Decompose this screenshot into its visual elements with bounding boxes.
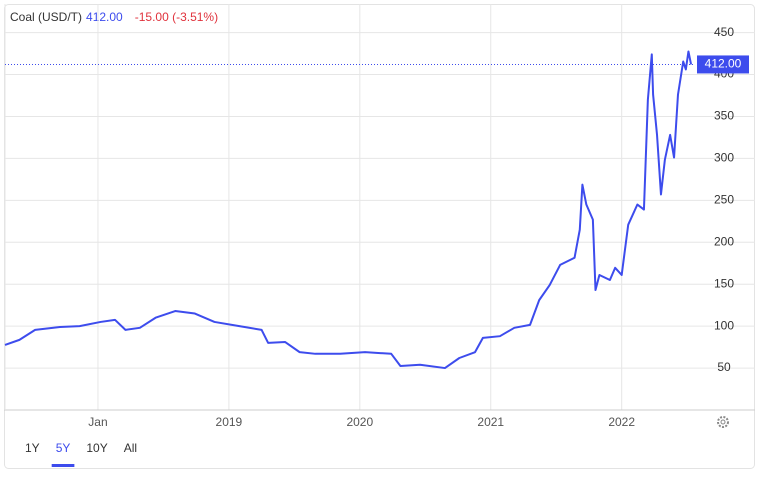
- range-underline: [51, 464, 75, 467]
- range-button[interactable]: All: [124, 441, 137, 455]
- y-tick-label: 450: [714, 25, 734, 39]
- x-tick-label: 2020: [346, 415, 373, 429]
- price-line: [4, 50, 693, 370]
- x-tick-label: 2021: [477, 415, 504, 429]
- y-tick-label: 250: [714, 192, 734, 206]
- gear-inner[interactable]: [720, 419, 726, 425]
- last-price-tag: [697, 55, 749, 74]
- y-tick-label: 50: [717, 360, 731, 374]
- range-button[interactable]: 10Y: [86, 441, 107, 455]
- gear-outer[interactable]: [717, 416, 729, 428]
- y-tick-label: 100: [714, 318, 734, 332]
- x-tick-label: 2019: [216, 415, 243, 429]
- price-change: -15.00 (-3.51%): [135, 10, 218, 24]
- range-button[interactable]: 5Y: [56, 441, 71, 455]
- range-button[interactable]: 1Y: [25, 441, 40, 455]
- y-tick-label: 150: [714, 276, 734, 290]
- settings-icon[interactable]: [717, 416, 729, 428]
- price: 412.00: [86, 10, 123, 24]
- x-tick-label: Jan: [88, 415, 107, 429]
- x-tick-label: 2022: [608, 415, 635, 429]
- last-price-label: 412.00: [705, 57, 742, 71]
- y-tick-label: 300: [714, 151, 734, 165]
- y-tick-label: 200: [714, 234, 734, 248]
- grid: [5, 4, 755, 410]
- y-tick-label: 350: [714, 109, 734, 123]
- series-name: Coal (USD/T): [10, 10, 82, 24]
